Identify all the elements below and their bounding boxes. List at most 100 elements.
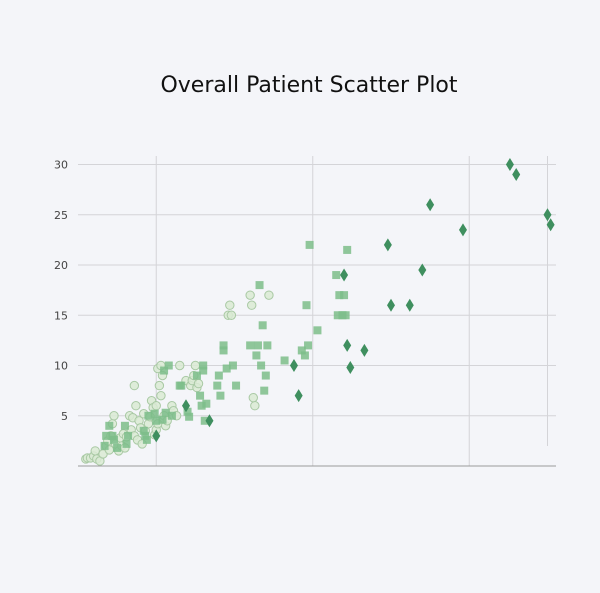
circle-point [248,392,258,403]
diamond-point [181,399,190,413]
square-point [343,245,352,254]
square-point [246,341,255,350]
circle-point [247,300,257,310]
circle-point [175,360,185,371]
y-tick-label: 20 [54,259,68,272]
square-point [139,426,148,435]
circle-point [250,401,260,411]
square-point [108,431,117,440]
square-point [100,441,109,450]
y-tick-label: 15 [54,309,68,322]
y-tick-label: 10 [54,360,68,373]
circle-point [226,310,237,320]
square-point [120,421,129,430]
square-point [260,386,269,395]
square-point [177,381,186,390]
y-tick-label: 30 [54,159,68,172]
square-point [216,391,225,400]
diamond-point [289,359,298,372]
square-point [340,291,349,300]
diamond-point [360,343,369,357]
diamond-point [418,263,427,277]
square-point [305,240,314,249]
square-point [200,416,209,425]
square-point [304,341,313,350]
diamond-point [343,338,352,352]
square-point [164,361,173,370]
circle-point [151,401,161,411]
square-point [185,412,194,421]
square-point [202,399,211,408]
diamond-point [383,238,392,252]
circle-point [129,380,140,391]
square-point [219,341,228,350]
y-tick-label: 25 [54,209,68,222]
y-tick-label: 5 [61,410,68,423]
circle-point [109,411,119,421]
circle-point [225,300,235,310]
chart-title: Overall Patient Scatter Plot [160,73,457,98]
square-point [313,326,322,335]
square-point [109,435,118,444]
circle-point [245,290,255,300]
square-point [102,431,111,440]
square-point [199,366,208,375]
diamond-point [426,198,435,212]
square-point [144,411,153,420]
diamond-point [405,298,414,312]
circle-point [193,378,204,389]
square-point [258,321,267,330]
y-axis-ticks: 5 10 15 20 25 30 [54,159,68,423]
square-point [122,439,131,448]
square-point [263,341,272,350]
circle-point [156,390,166,401]
square-point [196,391,205,400]
square-point [199,361,208,370]
diamond-point [505,158,514,171]
square-point [280,356,289,365]
circle-point [190,360,201,371]
square-point [261,371,270,380]
diamond-point [294,389,303,403]
square-point [141,431,150,440]
square-point [341,311,350,320]
diamond-point [346,361,355,375]
square-point [300,351,309,360]
square-point [297,346,306,355]
square-point [257,361,266,370]
square-point [142,435,151,444]
diamond-point [543,208,552,222]
square-point [213,381,222,390]
square-point [219,346,228,355]
square-point [302,301,311,310]
circle-point [90,446,100,456]
square-point [183,407,192,416]
square-point [152,416,161,425]
diamond-point [152,429,161,443]
square-point [192,371,201,380]
square-point [113,443,122,452]
square-point [105,421,114,430]
diamond-point [340,268,349,282]
diamond-point [387,298,395,312]
square-point [167,411,176,420]
square-point [333,311,342,320]
diamond-point [546,218,555,232]
circle-point [264,290,274,300]
square-point [150,409,159,418]
diamond-point [458,223,467,237]
diamond-point [512,168,521,182]
square-point [214,371,223,380]
square-point [124,431,133,440]
square-point [335,291,344,300]
square-point [332,271,341,280]
square-point [253,341,262,350]
square-point [255,281,264,290]
square-point [252,351,261,360]
square-point [228,361,237,370]
square-point [232,381,241,390]
square-point [197,401,206,410]
data-points [81,158,555,466]
square-point [158,415,167,424]
